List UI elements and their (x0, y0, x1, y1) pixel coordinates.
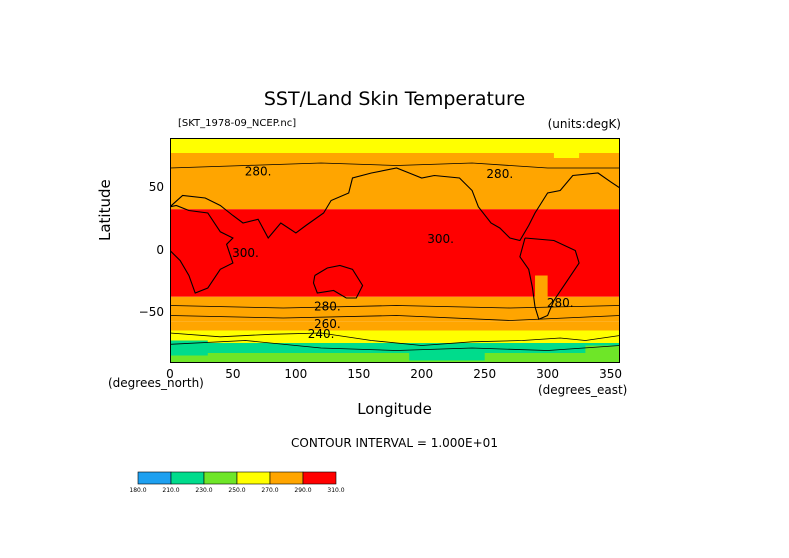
contour-label: 240. (308, 327, 335, 341)
contour-line (170, 162, 620, 169)
coastline (519, 237, 580, 321)
contour-line (170, 305, 620, 309)
colorbar-tick-label: 270.0 (261, 487, 278, 494)
chart-title: SST/Land Skin Temperature (263, 88, 526, 110)
x-axis-label: Longitude (357, 400, 432, 418)
colorbar-swatch (269, 471, 304, 485)
coastlines (170, 162, 620, 351)
temperature-field (170, 138, 620, 363)
temperature-band (170, 138, 620, 153)
contour-line (170, 315, 620, 321)
y-tick-label: −50 (138, 305, 164, 319)
temperature-patch (553, 140, 580, 158)
contour-line (170, 332, 620, 346)
colorbar: 180.0 210.0 230.0 250.0 270.0 290.0 310.0 (130, 471, 345, 494)
y-unit-label: (degrees_north) (108, 376, 204, 390)
contour-label: 280. (245, 165, 272, 179)
colorbar-swatch (170, 471, 205, 485)
temperature-band (170, 321, 620, 331)
dataset-label: [SKT_1978-09_NCEP.nc] (178, 118, 297, 129)
temperature-patch (585, 345, 620, 361)
temperature-patch (509, 160, 548, 176)
map-plot: 280. 280. 300. 300. 280. 280. 260.240. (170, 138, 620, 363)
contour-label: 280. (314, 300, 341, 314)
colorbar-swatch (137, 471, 172, 485)
x-tick-label: 50 (225, 367, 241, 381)
units-label: (units:degK) (547, 117, 621, 131)
contour-label: 280. (547, 296, 574, 310)
contour-labels: 280. 280. 300. 300. 280. 280. 260.240. (232, 165, 573, 342)
colorbar-tick-label: 210.0 (162, 487, 179, 494)
coastline (170, 167, 620, 242)
plot-frame (170, 138, 620, 363)
x-tick-label: 200 (410, 367, 434, 381)
colorbar-tick-label: 310.0 (327, 487, 344, 494)
x-tick-label: 0 (166, 367, 174, 381)
coastline (312, 264, 364, 299)
colorbar-swatch (236, 471, 271, 485)
temperature-patch (170, 340, 208, 356)
temperature-band (170, 343, 620, 353)
contour-interval-note: CONTOUR INTERVAL = 1.000E+01 (291, 436, 498, 450)
colorbar-tick-label: 290.0 (294, 487, 311, 494)
y-axis-label: Latitude (96, 179, 114, 241)
x-unit-label: (degrees_east) (538, 383, 628, 397)
coastline (170, 204, 234, 294)
contour-line (170, 340, 620, 351)
colorbar-tick-label: 230.0 (195, 487, 212, 494)
temperature-band (170, 163, 620, 210)
x-tick-label: 100 (284, 367, 308, 381)
contour-label: 300. (232, 246, 259, 260)
colorbar-tick-label: 180.0 (130, 487, 147, 494)
contour-label: 260. (314, 317, 341, 331)
temperature-patch (535, 275, 548, 301)
temperature-band (170, 330, 620, 336)
x-tick-label: 300 (536, 367, 560, 381)
temperature-patch (409, 350, 485, 361)
temperature-band (170, 353, 620, 363)
x-tick-label: 150 (347, 367, 371, 381)
y-tick-label: 50 (148, 180, 164, 194)
temperature-band (170, 335, 620, 343)
temperature-band (170, 296, 620, 322)
x-tick-label: 350 (599, 367, 622, 381)
contour-label: 300. (427, 232, 454, 246)
y-tick-label: 0 (156, 242, 164, 257)
colorbar-swatch (203, 471, 238, 485)
x-tick-label: 250 (473, 367, 497, 381)
colorbar-tick-label: 250.0 (228, 487, 245, 494)
contour-label: 280. (486, 167, 513, 181)
temperature-band (170, 153, 620, 163)
colorbar-swatch (302, 471, 337, 485)
